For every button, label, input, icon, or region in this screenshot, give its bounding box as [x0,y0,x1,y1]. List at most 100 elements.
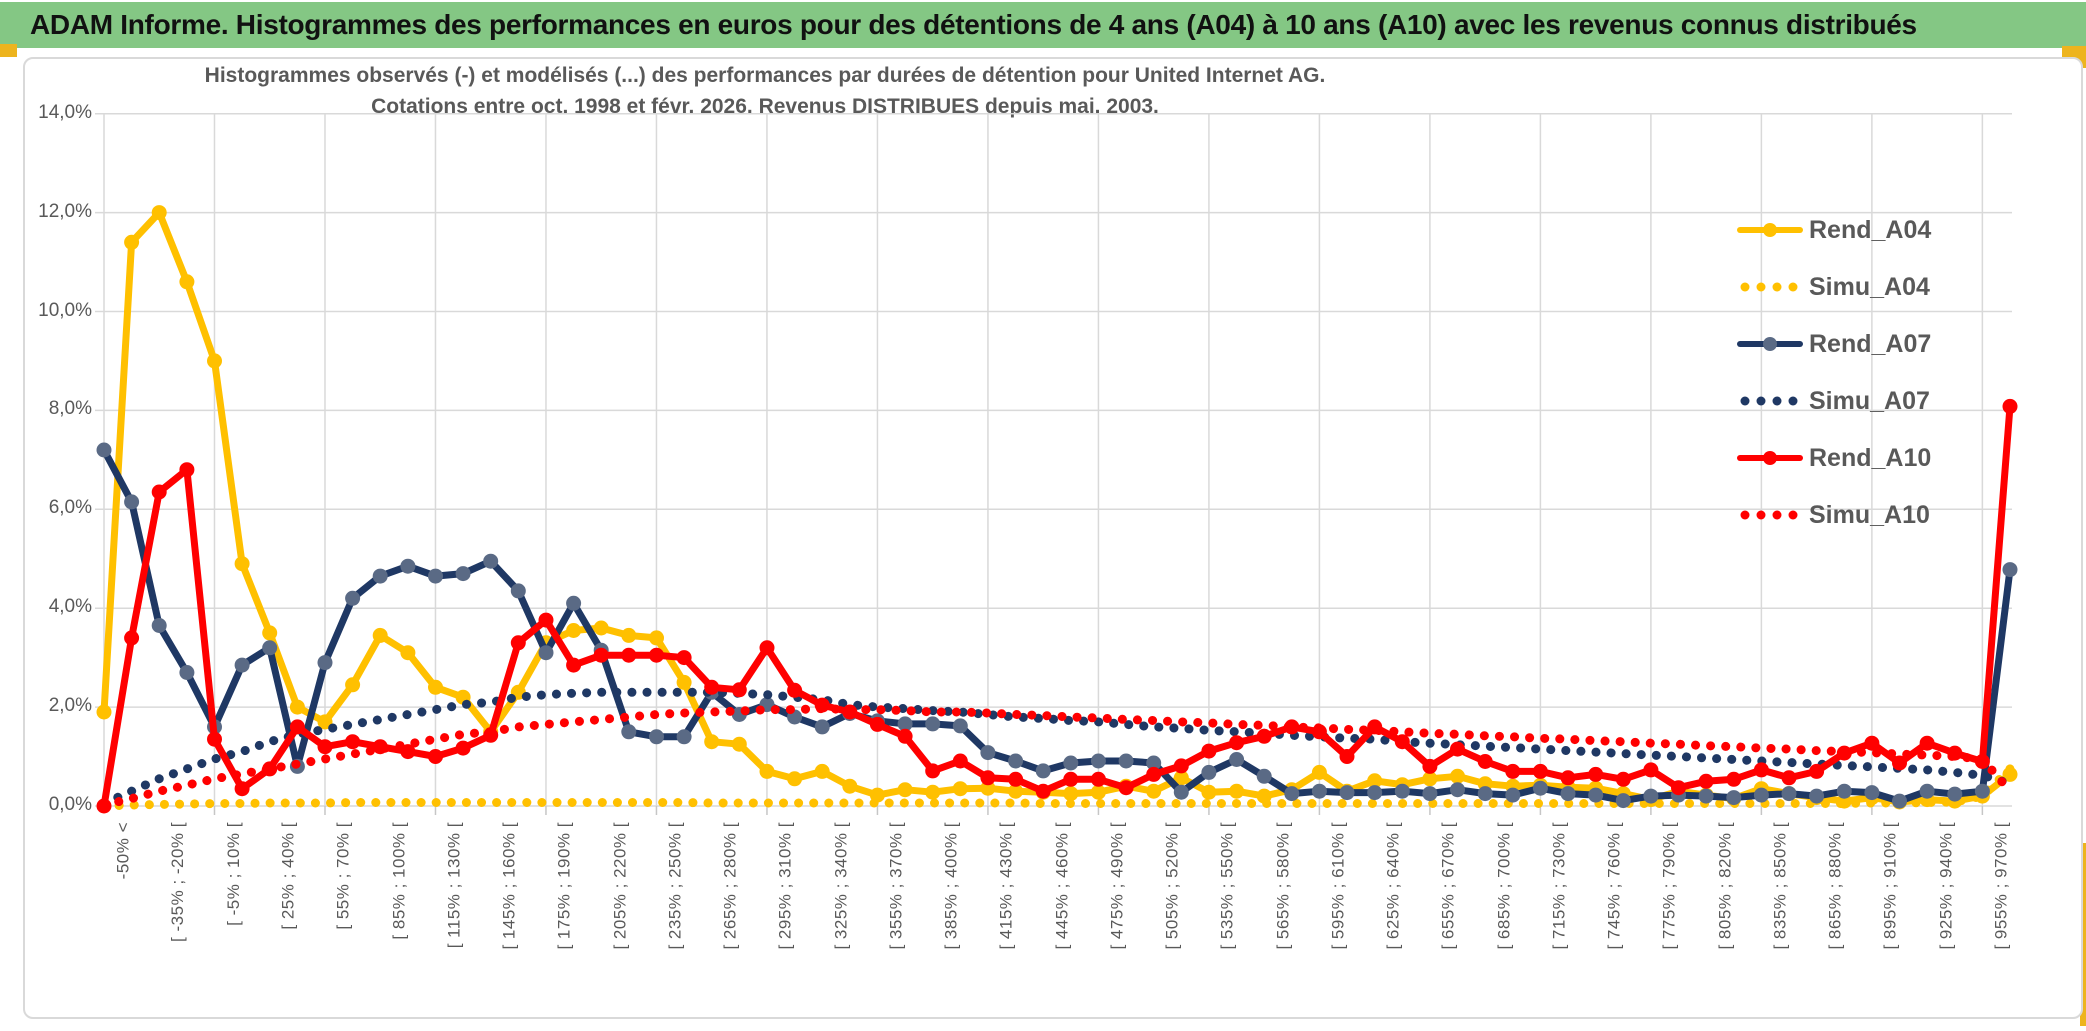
x-tick-label: [ 475% ; 490% [ [1107,822,1127,950]
legend-swatch-dotted [1740,510,1798,520]
marker-Rend_A10 [649,647,664,663]
marker-Rend_A07 [538,645,554,661]
marker-Rend_A07 [1836,783,1852,799]
x-tick-label: [ 895% ; 910% [ [1880,822,1900,950]
marker-Rend_A04 [1450,768,1465,784]
x-tick-label: [ 445% ; 460% [ [1052,822,1072,950]
marker-Rend_A10 [1919,735,1935,751]
chart-area[interactable] [23,57,2083,1019]
marker-Rend_A04 [124,234,140,250]
chart-title: Histogrammes observés (-) et modélisés (… [100,60,1430,122]
legend-item-simu_a07[interactable]: Simu_A07 [1737,387,1931,415]
x-tick-label: [ 115% ; 130% [ [444,822,464,949]
marker-Rend_A04 [1008,783,1024,799]
marker-Rend_A10 [1063,771,1079,787]
marker-Rend_A10 [676,650,692,666]
marker-Rend_A04 [676,674,692,690]
chart-legend: Rend_A04 Simu_A04 Rend_A07 Simu_A07 Rend… [1737,215,1932,560]
marker-Rend_A04 [649,630,664,646]
x-tick-label: [ 775% ; 790% [ [1659,822,1679,950]
legend-item-simu_a10[interactable]: Simu_A10 [1737,500,1931,529]
marker-Rend_A07 [1201,764,1217,780]
marker-Rend_A10 [151,484,167,500]
x-tick-label: [ 205% ; 220% [ [610,822,630,950]
y-tick-label: 12,0% [38,200,92,222]
legend-item-simu_a04[interactable]: Simu_A04 [1737,272,1931,301]
legend-label: Simu_A04 [1809,272,1930,301]
marker-Rend_A04 [1146,783,1162,799]
x-tick-label: [ 655% ; 670% [ [1438,822,1458,950]
marker-Rend_A04 [1311,764,1327,780]
legend-label: Rend_A04 [1809,215,1932,244]
marker-Rend_A10 [1753,762,1769,778]
marker-Rend_A07 [2002,562,2018,578]
marker-Rend_A07 [179,665,195,680]
marker-Rend_A10 [1367,719,1383,735]
marker-Rend_A10 [952,753,968,769]
marker-Rend_A07 [151,618,167,633]
marker-Rend_A10 [1256,728,1272,744]
marker-Rend_A07 [1809,788,1825,804]
marker-Rend_A04 [787,771,803,787]
marker-Rend_A07 [1615,793,1631,809]
marker-Rend_A10 [1422,758,1438,774]
marker-Rend_A07 [1726,790,1742,806]
marker-Rend_A10 [1726,771,1742,787]
marker-Rend_A10 [566,657,582,673]
marker-Rend_A07 [925,716,941,732]
x-tick-label: [ 505% ; 520% [ [1162,822,1182,950]
series-Rend_A10 [100,402,2014,810]
marker-Rend_A10 [1974,754,1990,769]
marker-Rend_A07 [676,729,692,745]
marker-Rend_A10 [621,647,637,663]
marker-Rend_A04 [96,704,112,720]
marker-Rend_A07 [1505,787,1521,803]
legend-item-rend_a10[interactable]: Rend_A10 [1737,444,1931,472]
marker-Rend_A10 [317,739,333,755]
marker-Rend_A10 [179,462,195,478]
marker-Rend_A07 [897,716,913,732]
series-Simu_A10 [99,704,2015,810]
x-tick-label: [ 25% ; 40% [ [278,822,298,930]
marker-Rend_A10 [1173,758,1189,774]
y-tick-label: 10,0% [38,299,92,321]
marker-Rend_A10 [731,682,747,698]
legend-label: Simu_A10 [1809,500,1930,529]
marker-Rend_A10 [1615,771,1631,787]
marker-Rend_A10 [1311,724,1327,740]
marker-Rend_A04 [345,677,361,693]
marker-Rend_A10 [1892,755,1907,771]
y-tick-label: 4,0% [48,596,92,618]
marker-Rend_A04 [262,625,278,641]
marker-Rend_A10 [400,744,416,760]
legend-item-rend_a07[interactable]: Rend_A07 [1737,330,1931,358]
marker-Rend_A07 [262,640,278,656]
x-tick-label: [ 865% ; 880% [ [1825,822,1845,950]
marker-Rend_A04 [372,627,388,643]
marker-Rend_A10 [1477,754,1493,769]
legend-item-rend_a04[interactable]: Rend_A04 [1737,215,1932,244]
marker-Rend_A10 [814,697,830,713]
marker-Rend_A07 [1974,783,1990,799]
y-tick-label: 8,0% [48,398,92,420]
marker-Rend_A04 [842,778,858,794]
marker-Rend_A07 [1146,755,1162,771]
x-tick-label: [ 295% ; 310% [ [775,822,795,950]
x-tick-label: [ 325% ; 340% [ [831,822,851,950]
marker-Rend_A10 [207,731,222,747]
marker-Rend_A04 [952,781,968,797]
marker-Rend_A07 [1892,793,1907,809]
x-tick-label: [ 355% ; 370% [ [886,822,906,950]
marker-Rend_A07 [1864,785,1880,801]
marker-Rend_A07 [345,590,361,606]
marker-Rend_A07 [1008,753,1024,769]
y-tick-label: 14,0% [38,101,92,123]
marker-Rend_A10 [897,728,913,744]
marker-Rend_A04 [1367,773,1383,789]
marker-Rend_A04 [1173,770,1189,786]
marker-Rend_A04 [1090,784,1106,800]
x-tick-label: [ 685% ; 700% [ [1494,822,1514,950]
marker-Rend_A04 [317,714,333,730]
